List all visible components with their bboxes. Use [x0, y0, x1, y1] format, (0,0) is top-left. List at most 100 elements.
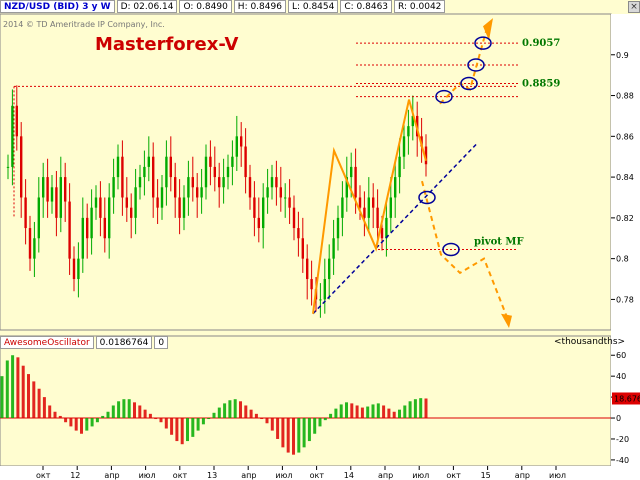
candle-body [284, 197, 287, 199]
osc-tick-label: 40 [616, 372, 626, 381]
trendline [312, 141, 479, 315]
candle-body [20, 136, 23, 198]
osc-tick-label: -40 [616, 456, 629, 465]
candle-body [165, 156, 168, 188]
close-icon[interactable]: × [628, 1, 640, 13]
x-tick-label: апр [515, 471, 530, 480]
candle-body [77, 258, 80, 280]
candle-body [55, 187, 58, 218]
osc-bar [360, 407, 364, 419]
candle-body [389, 197, 392, 218]
close-value: C: 0.8463 [340, 0, 393, 13]
high-value: H: 0.8496 [233, 0, 286, 13]
candle-body [94, 197, 98, 208]
candle-body [372, 197, 375, 208]
candle-body [411, 115, 414, 127]
candle-body [336, 217, 340, 239]
candle-body [226, 166, 230, 178]
candle-body [341, 197, 344, 218]
osc-bar [90, 418, 94, 427]
oscillator-name[interactable]: AwesomeOscillator [0, 336, 94, 349]
osc-bar [318, 418, 322, 427]
osc-bar [133, 402, 136, 419]
oscillator-info-bar: AwesomeOscillator 0.0186764 0 [0, 336, 170, 349]
candle-body [367, 197, 370, 218]
candle-body [160, 187, 164, 208]
candle-body [394, 177, 397, 198]
candle-body [407, 126, 410, 137]
candle-body [59, 177, 62, 218]
osc-bar [186, 418, 189, 442]
candle-body [11, 105, 14, 167]
osc-bar [249, 409, 253, 419]
osc-bar [101, 415, 105, 419]
osc-bar [127, 399, 131, 419]
osc-tick-label: 60 [616, 351, 626, 360]
candle-body [270, 177, 274, 188]
low-value: L: 0.8454 [287, 0, 339, 13]
candle-body [33, 238, 36, 259]
x-tick-label: июл [412, 471, 429, 480]
osc-bar [371, 404, 375, 419]
quote-info-bar: NZD/USD (BID) 3 y W D: 02.06.14 O: 0.849… [0, 0, 447, 13]
x-tick-label: 15 [481, 471, 491, 480]
candle-body [319, 299, 322, 301]
candle-body [266, 187, 269, 198]
candle-body [156, 197, 159, 208]
candle-body [152, 156, 155, 198]
target-circle-icon [442, 242, 460, 257]
copyright-notice: 2014 © TD Ameritrade IP Company, Inc. [3, 20, 165, 29]
osc-bar [313, 418, 317, 434]
candle-body [354, 166, 357, 198]
osc-bar [11, 355, 15, 419]
osc-bar [239, 401, 242, 419]
osc-bar [201, 418, 205, 425]
candle-body [209, 156, 212, 167]
target-circle-icon [474, 36, 492, 50]
candle-body [398, 156, 401, 178]
candle-body [213, 166, 216, 178]
candle-body [178, 197, 181, 218]
candle-body [24, 197, 27, 229]
osc-bar [392, 411, 396, 419]
candle-body [86, 217, 89, 239]
osc-bar [74, 418, 78, 431]
candle-body [323, 279, 326, 300]
candle-body [37, 197, 40, 239]
candle-body [350, 166, 353, 178]
osc-bar [217, 407, 221, 419]
osc-bar [244, 405, 248, 419]
candle-body [187, 177, 190, 198]
osc-bar [148, 413, 152, 419]
osc-bar [95, 418, 99, 423]
osc-bar [212, 412, 216, 419]
osc-bar [419, 398, 423, 419]
osc-bar [42, 397, 46, 419]
x-tick-label: окт [446, 471, 461, 480]
osc-bar [37, 388, 41, 419]
osc-bar [170, 418, 174, 435]
x-tick-label: 13 [207, 471, 217, 480]
y-tick-label: 0.9 [616, 51, 629, 60]
candle-body [169, 156, 172, 178]
y-tick-label: 0.8 [616, 255, 629, 264]
candle-body [90, 207, 93, 239]
candle-body [121, 156, 124, 198]
candle-body [240, 136, 243, 147]
x-tick-label: 14 [344, 471, 354, 480]
candle-body [138, 177, 142, 188]
osc-bar [334, 408, 338, 419]
osc-bar [5, 360, 9, 419]
target-level-label: 0.8859 [522, 79, 560, 90]
candle-body [385, 217, 388, 239]
x-tick-label: апр [104, 471, 119, 480]
bullish-projection [439, 23, 489, 105]
x-tick-label: июл [139, 471, 156, 480]
target-circle-icon [460, 76, 478, 91]
symbol-label[interactable]: NZD/USD (BID) 3 y W [0, 0, 115, 13]
candle-body [292, 207, 296, 229]
candle-body [275, 177, 278, 188]
oscillator-units: <thousandths> [554, 337, 626, 347]
target-circle-icon [435, 89, 453, 104]
osc-bar [228, 400, 232, 419]
